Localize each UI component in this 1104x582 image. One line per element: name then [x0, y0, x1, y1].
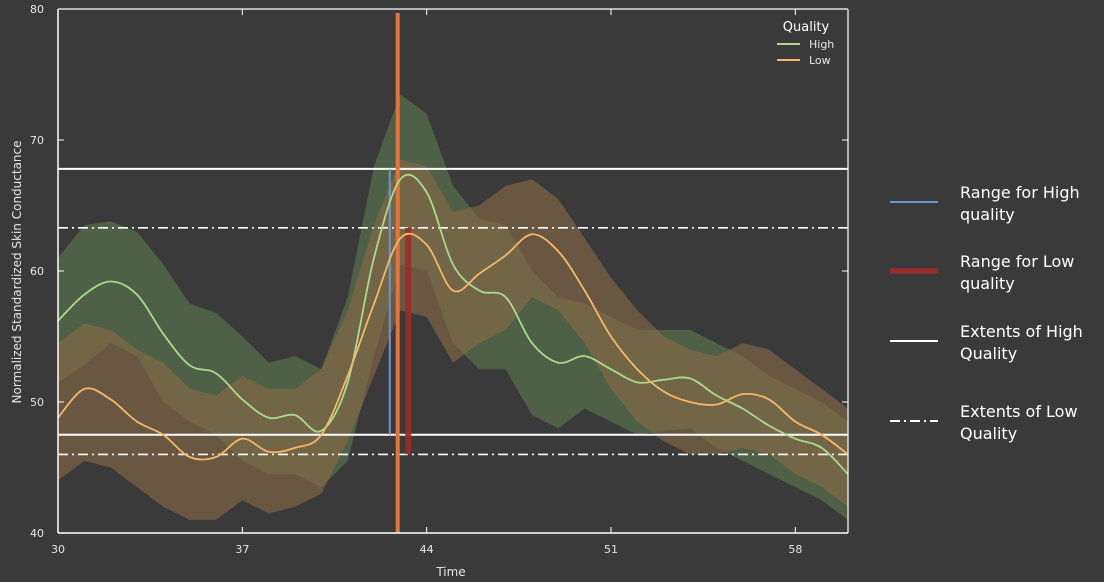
key-label-line1-3: Extents of Low — [960, 402, 1078, 421]
annotation-key: Range for High quality Range for Low qualit… — [890, 183, 1083, 443]
x-tick-label: 58 — [788, 543, 802, 556]
axis-ticks: 30 37 44 51 58 40 50 60 70 80 — [30, 3, 848, 556]
key-label-line1-2: Extents of High — [960, 322, 1083, 341]
confidence-bands — [58, 94, 848, 520]
legend-label-low: Low — [809, 54, 831, 67]
x-axis-label: Time — [435, 565, 465, 579]
y-tick-label: 50 — [30, 396, 44, 409]
key-label-line1-0: Range for High — [960, 183, 1080, 202]
key-label-line2-0: quality — [960, 205, 1015, 224]
series-lines — [57, 173, 849, 475]
range-bars — [388, 13, 412, 533]
series-line-low — [57, 232, 849, 461]
band-low — [58, 159, 848, 520]
key-label-line1-1: Range for Low — [960, 252, 1074, 271]
x-tick-label: 37 — [235, 543, 249, 556]
legend: Quality High Low — [777, 20, 834, 67]
y-axis-label: Normalized Standardized Skin Conductance — [10, 140, 24, 403]
x-tick-label: 44 — [420, 543, 434, 556]
extent-lines — [58, 167, 848, 456]
series-line-high — [57, 173, 849, 475]
key-label-line2-1: quality — [960, 274, 1015, 293]
legend-title: Quality — [783, 20, 830, 35]
legend-label-high: High — [809, 38, 834, 51]
x-tick-label: 30 — [51, 543, 65, 556]
y-tick-label: 80 — [30, 3, 44, 16]
x-tick-label: 51 — [604, 543, 618, 556]
key-label-line2-2: Quality — [960, 344, 1017, 363]
y-tick-label: 60 — [30, 265, 44, 278]
key-label-line2-3: Quality — [960, 424, 1017, 443]
y-tick-label: 70 — [30, 134, 44, 147]
y-tick-label: 40 — [30, 527, 44, 540]
